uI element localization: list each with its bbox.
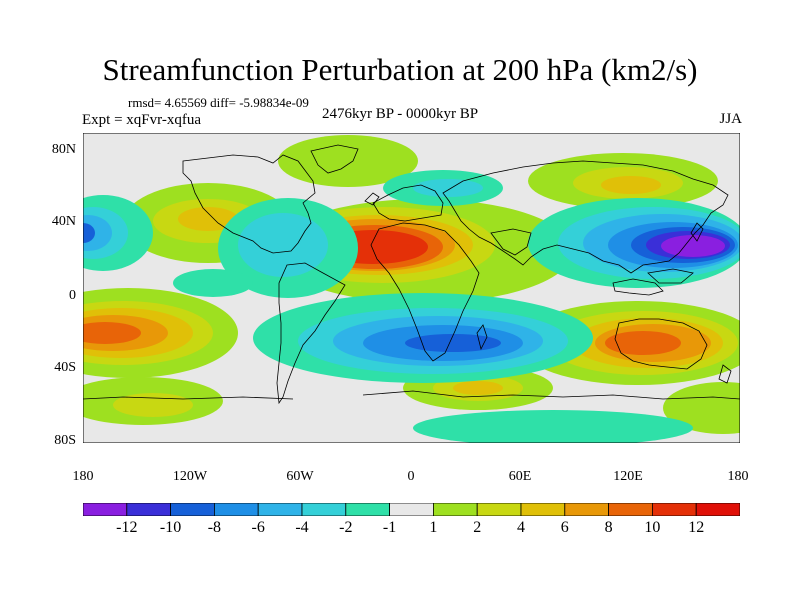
colorbar-swatch: [345, 503, 390, 516]
x-label-180w: 180: [72, 469, 94, 484]
colorbar-swatch: [564, 503, 609, 516]
colorbar-label: 2: [473, 519, 482, 536]
colorbar: [83, 503, 740, 516]
colorbar-label: 10: [644, 519, 661, 536]
x-label-120e: 120E: [613, 469, 643, 484]
coastlines: [83, 144, 740, 405]
colorbar-label: -6: [251, 519, 265, 536]
colorbar-swatch: [213, 503, 259, 516]
colorbar-label: 12: [688, 519, 705, 536]
colorbar-swatch: [652, 503, 697, 516]
colorbar-label: -8: [207, 519, 222, 536]
plot-title: Streamfunction Perturbation at 200 hPa (…: [102, 52, 698, 87]
colorbar-swatch: [608, 503, 653, 516]
colorbar-swatch: [389, 503, 434, 516]
x-label-120w: 120W: [172, 469, 208, 484]
colorbar-label: -12: [116, 519, 138, 536]
y-label-40n: 40N: [51, 214, 76, 229]
colorbar-label: -4: [295, 519, 309, 536]
y-label-80n: 80N: [51, 142, 76, 157]
colorbar-label: 8: [604, 519, 613, 536]
colorbar-label: 6: [560, 519, 569, 536]
colorbar-label: 4: [517, 519, 525, 536]
colorbar-swatch: [126, 503, 171, 516]
x-label-60e: 60E: [508, 469, 532, 484]
colorbar-label: -1: [382, 519, 397, 536]
y-label-40s: 40S: [54, 360, 76, 375]
stats-line: rmsd= 4.65569 diff= -5.98834e-09: [128, 95, 309, 110]
colorbar-swatch: [520, 503, 566, 516]
colorbar-swatch: [170, 503, 215, 516]
colorbar-swatch: [83, 503, 128, 516]
colorbar-swatch: [432, 503, 478, 516]
x-label-0: 0: [407, 469, 415, 484]
colorbar-swatch: [695, 503, 740, 516]
season-label: JJA: [719, 111, 742, 127]
colorbar-label: -2: [339, 519, 353, 536]
colorbar-swatch: [476, 503, 522, 516]
y-label-0: 0: [69, 288, 76, 303]
colorbar-swatch: [257, 503, 303, 516]
x-label-60w: 60W: [286, 469, 314, 484]
colorbar-label: -10: [159, 519, 182, 536]
negative-contours: [83, 170, 740, 443]
colorbar-swatch: [301, 503, 347, 516]
map-panel: [83, 133, 740, 443]
x-label-180e: 180: [727, 469, 749, 484]
y-label-80s: 80S: [54, 433, 76, 448]
colorbar-label: 1: [429, 519, 438, 536]
period-label: 2476kyr BP - 0000kyr BP: [322, 106, 479, 122]
experiment-label: Expt = xqFvr-xqfua: [82, 112, 201, 128]
